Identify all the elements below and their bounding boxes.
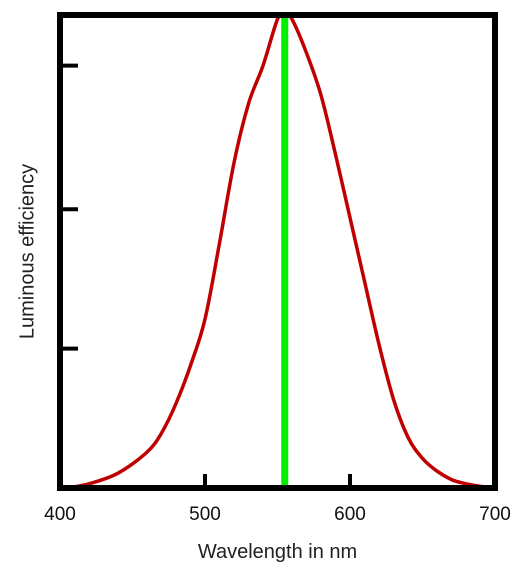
x-tick-label: 700 bbox=[479, 504, 511, 525]
y-axis-title: Luminous efficiency bbox=[16, 164, 38, 339]
y-ticks bbox=[60, 63, 78, 351]
x-axis-title: Wavelength in nm bbox=[198, 541, 357, 563]
x-tick-label: 500 bbox=[189, 504, 221, 525]
x-tick-label: 600 bbox=[334, 504, 366, 525]
luminous-efficiency-curve-0 bbox=[66, 12, 496, 490]
plot-area bbox=[66, 12, 496, 490]
x-ticks: 400 500 600 700 bbox=[44, 474, 511, 525]
x-tick-label: 400 bbox=[44, 504, 76, 525]
plot-frame bbox=[57, 12, 498, 491]
